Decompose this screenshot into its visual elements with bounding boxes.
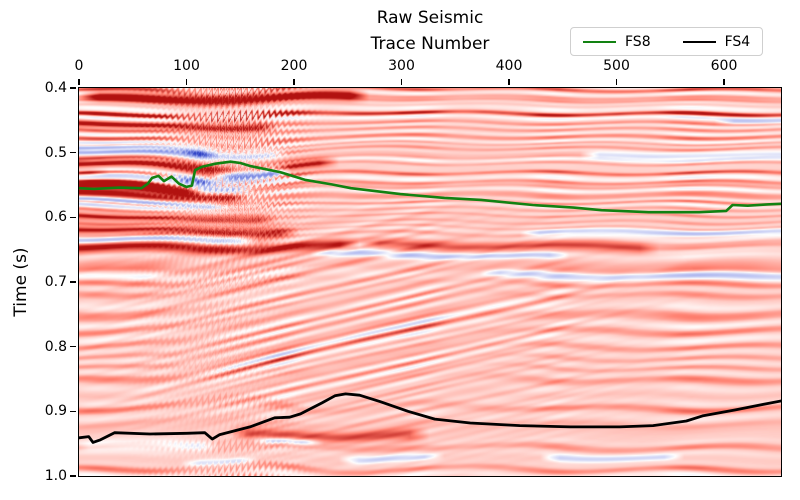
y-tick-label: 0.9 (44, 403, 67, 420)
x-tick-label: 500 (603, 58, 630, 74)
chart-title: Raw Seismic Trace Number (79, 5, 781, 57)
x-tick-label: 100 (173, 58, 200, 74)
y-tick-mark (69, 475, 76, 477)
y-tick-mark (69, 345, 76, 348)
y-tick-mark (69, 281, 76, 283)
x-tick-mark (723, 79, 725, 86)
seismic-image (79, 88, 781, 476)
legend-line-fs8 (583, 40, 616, 43)
x-tick-label: 600 (710, 58, 738, 74)
x-tick-label: 0 (74, 58, 84, 74)
x-tick-label: 200 (280, 58, 308, 74)
legend-label-fs8: FS8 (625, 33, 651, 50)
legend-label-fs4: FS4 (724, 33, 751, 50)
y-tick-label: 0.7 (44, 274, 67, 290)
x-tick-label: 300 (388, 58, 415, 74)
x-tick-label: 400 (495, 58, 523, 74)
y-tick-label: 0.8 (44, 338, 67, 355)
x-tick-mark (185, 79, 188, 86)
x-tick-mark (293, 79, 295, 86)
y-tick-label: 0.4 (44, 80, 67, 96)
y-tick-mark (69, 151, 76, 154)
x-tick-mark (615, 79, 618, 86)
title-line-1: Raw Seismic (376, 8, 484, 28)
legend: FS8 FS4 (570, 27, 764, 56)
legend-line-fs4 (682, 40, 716, 43)
y-tick-label: 0.6 (44, 209, 67, 226)
x-tick-mark (78, 79, 80, 86)
y-tick-mark (69, 216, 76, 219)
x-tick-mark (400, 79, 403, 86)
horizon-fs4-line (79, 392, 781, 444)
y-tick-mark (69, 410, 76, 413)
x-tick-mark (508, 79, 510, 86)
horizon-overlay (79, 160, 781, 444)
y-tick-label: 0.5 (44, 144, 67, 161)
plot-area: 0 100 200 300 400 500 600 0.4 0.5 0.6 0.7 0.8 0.9 1.… (45, 58, 782, 484)
x-axis-label: Trace Number (370, 34, 490, 54)
horizon-fs8-line (79, 160, 781, 214)
y-tick-mark (69, 87, 76, 89)
y-tick-label: 1.0 (44, 468, 67, 484)
